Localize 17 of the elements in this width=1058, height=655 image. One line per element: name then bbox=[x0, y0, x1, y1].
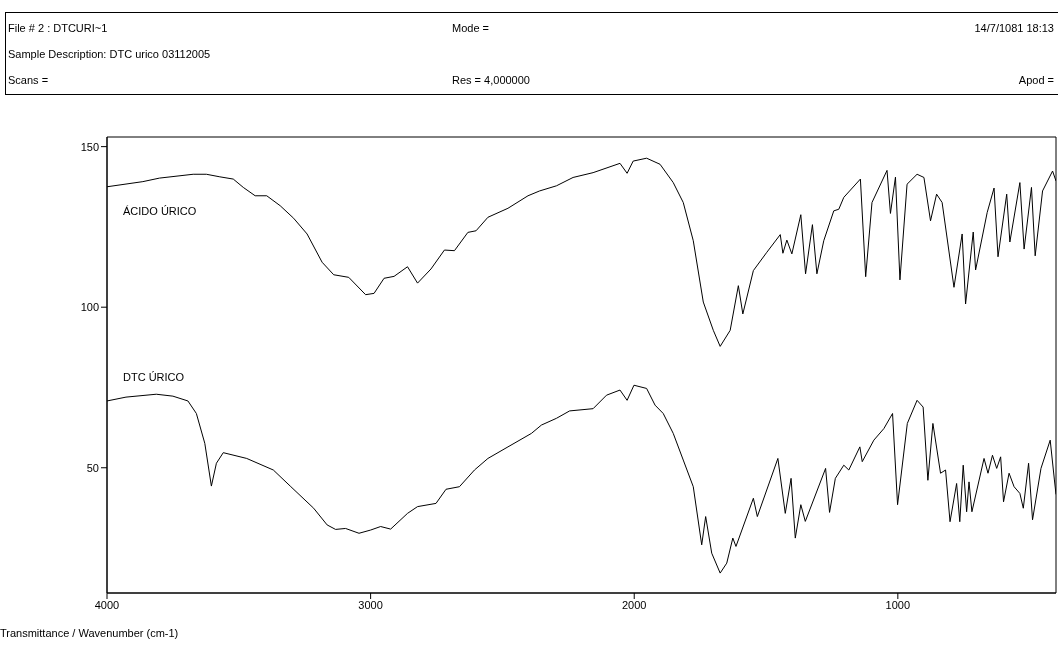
x-tick-label: 3000 bbox=[358, 598, 383, 611]
series-label: DTC ÚRICO bbox=[123, 370, 185, 383]
text: Apod = bbox=[1018, 74, 1054, 86]
text: Mode = bbox=[452, 22, 489, 34]
text: File # 2 : DTCURI~1 bbox=[8, 22, 108, 34]
text: 14/7/1081 18:13 bbox=[974, 22, 1054, 34]
x-axis-title: Transmittance / Wavenumber (cm-1) bbox=[0, 627, 179, 639]
text: Res = 4,000000 bbox=[452, 74, 530, 86]
y-tick-label: 100 bbox=[80, 301, 99, 314]
series-label: ÁCIDO ÚRICO bbox=[123, 204, 197, 217]
x-tick-label: 4000 bbox=[94, 598, 120, 611]
x-tick-label: 2000 bbox=[621, 598, 647, 611]
text: Scans = bbox=[8, 74, 49, 86]
y-tick-label: 150 bbox=[80, 140, 99, 153]
text: Sample Description: DTC urico 03112005 bbox=[8, 48, 211, 60]
x-tick-label: 1000 bbox=[885, 598, 911, 611]
y-tick-label: 50 bbox=[86, 461, 99, 474]
